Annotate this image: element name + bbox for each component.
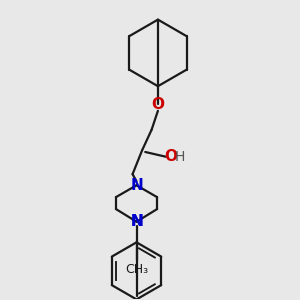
- Text: N: N: [130, 214, 143, 229]
- Text: H: H: [174, 150, 184, 164]
- Text: CH₃: CH₃: [125, 263, 148, 276]
- Text: N: N: [130, 178, 143, 193]
- Text: N: N: [130, 214, 143, 229]
- Text: O: O: [152, 97, 164, 112]
- Text: O: O: [164, 149, 177, 164]
